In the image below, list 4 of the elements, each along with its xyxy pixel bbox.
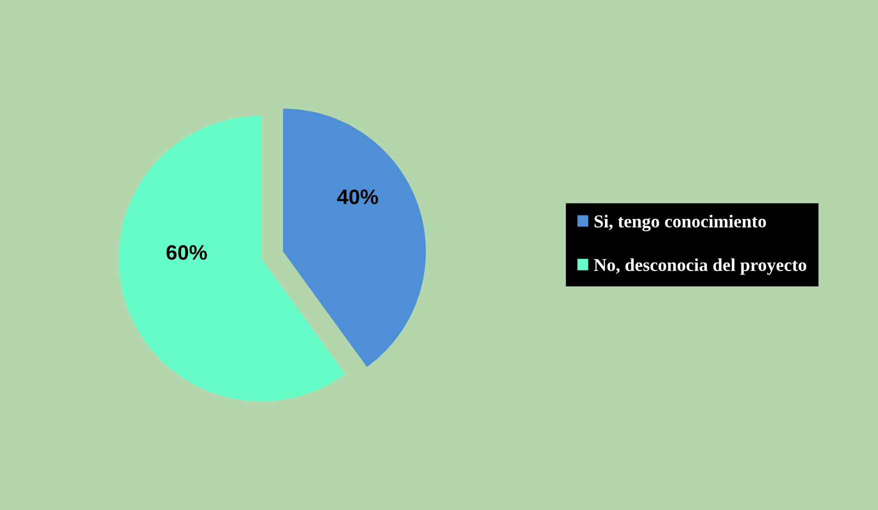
data-label: 40% <box>337 189 378 204</box>
legend-label: No, desconocia del proyecto <box>594 258 806 275</box>
legend-label: Si, tengo conocimiento <box>594 214 766 232</box>
data-label: 60% <box>166 245 207 260</box>
